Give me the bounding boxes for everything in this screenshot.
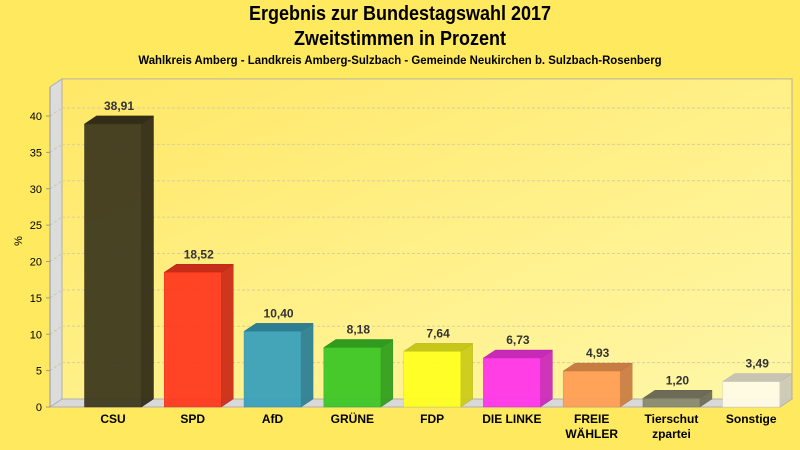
x-tick-label: FREIE	[574, 412, 609, 426]
bar-side	[540, 349, 553, 408]
bar	[402, 342, 474, 408]
bar	[721, 373, 793, 408]
bar-top	[323, 339, 394, 348]
y-tick-label: 15	[30, 293, 42, 305]
bar-value-label: 18,52	[184, 247, 214, 261]
y-axis-label: %	[13, 236, 25, 246]
bar	[482, 349, 554, 408]
bar-front	[562, 370, 621, 408]
gridline-diagonal	[49, 180, 63, 190]
x-tick-label: zpartei	[652, 427, 691, 441]
bar-side	[221, 263, 234, 408]
chart-subtitle: Zweitstimmen in Prozent	[293, 28, 507, 50]
gridline-diagonal	[49, 325, 63, 335]
bar-side	[300, 322, 314, 408]
x-tick-label: AfD	[262, 412, 284, 426]
gridline-diagonal	[49, 253, 63, 262]
y-tick-label: 20	[30, 257, 42, 269]
bar-front	[84, 123, 142, 408]
gridline-diagonal	[49, 216, 63, 226]
bar	[562, 362, 633, 408]
bar-top	[402, 343, 474, 352]
x-tick-label: WÄHLER	[565, 426, 618, 441]
y-tick-label: 5	[36, 366, 42, 378]
bar-side	[380, 339, 394, 408]
gridline-diagonal	[49, 107, 63, 117]
bar-front	[164, 272, 222, 408]
bar-value-label: 1,20	[666, 373, 690, 387]
bar-front	[243, 331, 302, 408]
bar	[83, 115, 155, 408]
bar-top	[642, 390, 713, 399]
x-tick-label: Sonstige	[726, 412, 777, 426]
y-tick-label: 30	[30, 184, 42, 196]
y-tick-label: 0	[36, 402, 42, 414]
bar-front	[323, 347, 382, 408]
bar-value-label: 10,40	[264, 306, 294, 320]
bar-front	[722, 381, 780, 408]
x-tick-label: DIE LINKE	[482, 412, 541, 426]
bar-front	[483, 357, 541, 408]
bar-side	[460, 342, 473, 408]
plot-side-wall	[49, 77, 63, 408]
bar-value-label: 7,64	[426, 326, 450, 340]
gridline-diagonal	[49, 289, 63, 299]
x-tick-label: FDP	[420, 412, 444, 426]
bar-top	[482, 349, 554, 359]
bar	[163, 263, 235, 408]
bar-side	[141, 115, 154, 408]
bar-top	[83, 115, 155, 125]
bar-front	[403, 351, 461, 408]
bar-value-label: 8,18	[347, 322, 371, 336]
bar	[243, 322, 314, 408]
y-tick-label: 35	[30, 147, 42, 159]
chart-location-subtitle: Wahlkreis Amberg - Landkreis Amberg-Sulz…	[138, 53, 662, 67]
bar-value-label: 4,93	[586, 346, 610, 360]
bar-value-label: 3,49	[746, 357, 770, 371]
bar-top	[163, 264, 235, 273]
bar-value-label: 6,73	[506, 333, 530, 347]
y-tick-label: 40	[30, 111, 42, 123]
x-tick-label: Tierschut	[645, 412, 699, 426]
chart-title: Ergebnis zur Bundestagswahl 2017	[248, 3, 552, 25]
gridline-diagonal	[49, 143, 63, 153]
x-tick-label: SPD	[180, 412, 205, 426]
y-tick-label: 10	[30, 329, 42, 341]
bar-value-label: 38,91	[104, 99, 134, 113]
y-tick-label: 25	[30, 220, 42, 232]
bar-front	[642, 398, 701, 408]
bar	[642, 389, 713, 408]
bar-top	[721, 373, 793, 382]
x-tick-label: GRÜNE	[331, 411, 374, 426]
bar	[323, 339, 394, 408]
gridline-diagonal	[49, 362, 63, 372]
bar-top	[243, 323, 314, 332]
x-tick-label: CSU	[100, 412, 125, 426]
bar-top	[562, 362, 633, 372]
